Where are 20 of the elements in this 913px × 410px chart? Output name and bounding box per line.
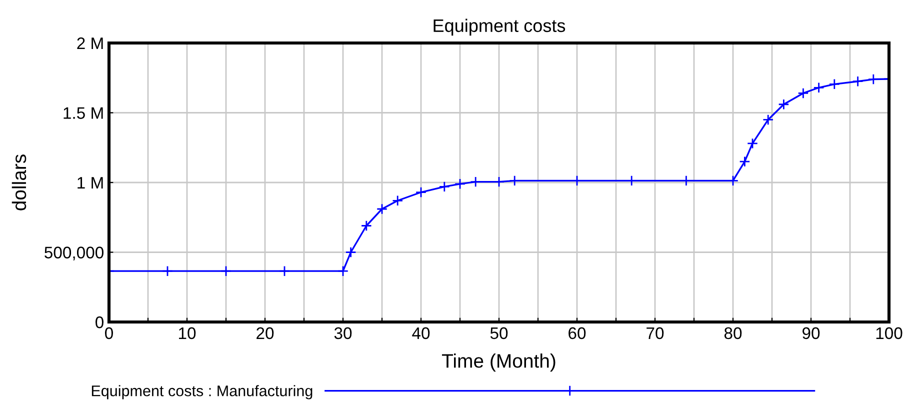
- x-tick-label: 90: [802, 327, 820, 340]
- chart-title: Equipment costs: [434, 18, 566, 36]
- x-tick-label: 50: [490, 327, 508, 340]
- x-tick-label: 100: [876, 327, 902, 340]
- x-tick-label: 20: [256, 327, 274, 340]
- y-tick-label: 0: [96, 316, 104, 328]
- y-tick-label: 1.5 M: [64, 107, 103, 119]
- x-tick-label: 80: [724, 327, 742, 340]
- y-axis-title: dollars: [12, 154, 26, 210]
- x-tick-label: 30: [334, 327, 352, 340]
- x-tick-label: 40: [412, 327, 430, 340]
- x-axis-title: Time (Month): [442, 354, 556, 372]
- y-tick-label: 1 M: [78, 177, 103, 189]
- x-tick-label: 0: [105, 327, 113, 340]
- x-tick-label: 10: [179, 327, 196, 340]
- y-tick-label: 500,000: [44, 246, 104, 260]
- x-tick-label: 70: [646, 327, 664, 340]
- y-tick-label: 2 M: [77, 37, 103, 50]
- x-tick-label: 60: [568, 327, 586, 340]
- text: Equipment costs : Manufacturing: [92, 385, 312, 400]
